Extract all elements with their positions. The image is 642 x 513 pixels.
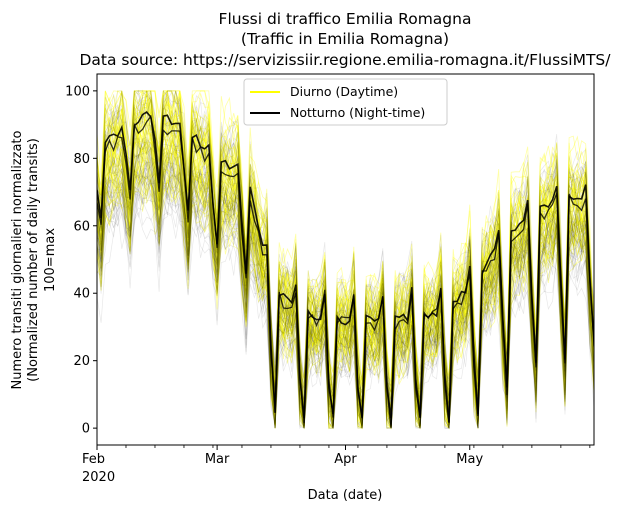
nighttime-series-line (97, 191, 594, 430)
daytime-series-line (97, 169, 594, 429)
x-axis-label: Data (date) (308, 488, 383, 503)
daytime-series-line (97, 173, 594, 429)
nighttime-series-line (97, 173, 594, 429)
y-axis-label-line-3: 100=max (43, 228, 58, 292)
nighttime-series-line (97, 168, 594, 429)
x-tick-label: Apr (334, 452, 357, 467)
nighttime-series-line (97, 89, 594, 412)
nighttime-series-line (97, 109, 594, 406)
daytime-series-line (97, 93, 594, 429)
daytime-series-line (97, 95, 594, 413)
y-tick-label: 20 (73, 354, 90, 369)
daytime-series-line (97, 90, 594, 418)
nighttime-series-line (97, 114, 594, 428)
nighttime-series-line (97, 163, 594, 430)
daytime-series-line (97, 90, 594, 423)
nighttime-series-line (97, 182, 594, 429)
daytime-series-line (97, 90, 594, 417)
daytime-series-line (97, 97, 594, 427)
daytime-series-line (97, 160, 594, 429)
nighttime-series-line (97, 134, 594, 419)
nighttime-series-line (97, 200, 594, 430)
nighttime-series-line (97, 90, 594, 418)
chart-title-line-1: Flussi di traffico Emilia Romagna (219, 10, 472, 28)
y-axis-ticks: 0 20 40 60 80 100 (65, 84, 97, 437)
y-tick-label: 80 (73, 152, 90, 167)
daytime-series-line (97, 139, 594, 430)
chart-title-line-3: Data source: https://servizissiir.region… (79, 51, 611, 69)
daytime-series-line (97, 90, 594, 429)
y-tick-label: 100 (65, 84, 90, 99)
y-axis-label-line-1: Numero transiti giornalieri normalizzato (10, 130, 25, 389)
daytime-series-line (97, 90, 594, 412)
nighttime-series-line (97, 96, 594, 429)
nighttime-series-line (97, 148, 594, 429)
daytime-series-line (97, 108, 594, 429)
nighttime-series-line (97, 89, 594, 413)
nighttime-series-line (97, 111, 594, 423)
y-tick-label: 40 (73, 287, 90, 302)
daytime-series-line (97, 105, 594, 413)
y-tick-label: 0 (82, 422, 90, 437)
nighttime-series-line (97, 162, 594, 429)
daytime-series-line (97, 151, 594, 429)
x-tick-label: Feb (82, 452, 105, 467)
chart-title-line-2: (Traffic in Emilia Romagna) (241, 30, 449, 48)
daytime-series-line (97, 156, 594, 429)
legend-box (243, 78, 448, 126)
nighttime-series-line (97, 167, 594, 429)
daytime-series-line (97, 89, 594, 416)
nighttime-series-line (97, 181, 594, 429)
legend-label-nighttime: Notturno (Night-time) (290, 105, 425, 120)
daytime-series-line (97, 90, 594, 414)
y-tick-label: 60 (73, 219, 90, 234)
nighttime-series-line (97, 181, 594, 429)
x-tick-sublabel: 2020 (82, 470, 115, 485)
daytime-series-line (97, 172, 594, 430)
daytime-series-line (97, 122, 594, 430)
series-lines (97, 89, 594, 430)
nighttime-series-line (97, 171, 594, 429)
legend-label-daytime: Diurno (Daytime) (290, 84, 398, 99)
nighttime-series-line (97, 90, 594, 418)
daytime-series-line (97, 147, 594, 430)
nighttime-series-line (97, 168, 594, 429)
daytime-series-line (97, 134, 594, 424)
nighttime-series-line (97, 168, 594, 429)
nighttime-series-line (97, 90, 594, 429)
daytime-series-line (97, 90, 594, 423)
daytime-series-line (97, 112, 594, 429)
daytime-series-line (97, 137, 594, 429)
daytime-series-line (97, 90, 594, 429)
nighttime-series-line (97, 105, 594, 429)
x-tick-label: May (456, 452, 483, 467)
x-tick-label: Mar (205, 452, 230, 467)
daytime-series-line (97, 90, 594, 420)
x-axis-ticks: Feb 2020 Mar Apr May (82, 445, 591, 485)
legend: Diurno (Daytime) Notturno (Night-time) (243, 78, 448, 126)
daytime-series-line (97, 151, 594, 429)
nighttime-series-line (97, 90, 594, 429)
y-axis-label-line-2: (Normalized number of daily transits) (26, 138, 41, 382)
nighttime-series-line (97, 175, 594, 429)
nighttime-series-line (97, 90, 594, 419)
daytime-series-line (97, 123, 594, 429)
